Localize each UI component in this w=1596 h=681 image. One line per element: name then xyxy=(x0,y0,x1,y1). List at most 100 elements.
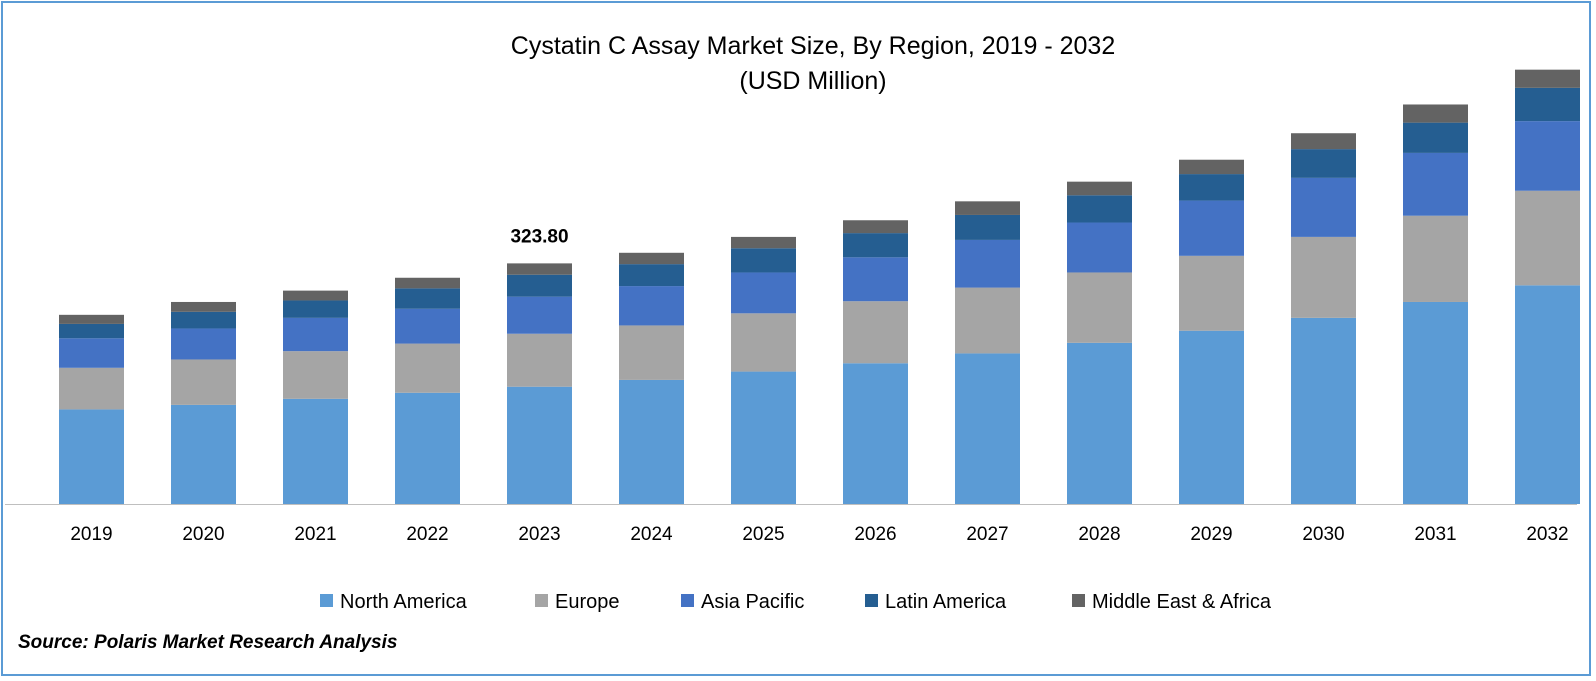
x-axis: 2019 2020 2021 2022 2023 2024 2025 2026 2027 2028… xyxy=(5,504,1577,545)
bar-2020-asia-pacific xyxy=(171,328,236,360)
x-tick-label-2027: 2027 xyxy=(966,524,1008,545)
bar-2023-asia-pacific xyxy=(507,296,572,334)
bar-2022-middle-east-africa xyxy=(395,277,460,289)
bar-2024-latin-america xyxy=(619,264,684,287)
legend-label-asia-pacific: Asia Pacific xyxy=(701,591,804,613)
chart-subtitle: (USD Million) xyxy=(739,67,886,95)
bar-2027-europe xyxy=(955,287,1020,354)
bar-2026-latin-america xyxy=(843,233,908,258)
x-tick-label-2024: 2024 xyxy=(630,524,673,545)
bar-2020-middle-east-africa xyxy=(171,301,236,312)
bar-2023-north-america xyxy=(507,386,572,504)
x-tick-label-2025: 2025 xyxy=(742,524,784,545)
data-labels-group: 323.80 xyxy=(510,226,568,247)
legend-label-north-america: North America xyxy=(340,591,468,613)
bar-2030-asia-pacific xyxy=(1291,177,1356,237)
bar-2019-middle-east-africa xyxy=(59,314,124,324)
bar-2020-north-america xyxy=(171,404,236,504)
x-tick-label-2019: 2019 xyxy=(70,524,112,545)
bar-2030-europe xyxy=(1291,236,1356,318)
x-tick-label-2020: 2020 xyxy=(182,524,224,545)
bar-2022-latin-america xyxy=(395,288,460,309)
legend-swatch-europe xyxy=(535,594,548,607)
legend-item-europe: Europe xyxy=(535,591,620,613)
bar-2032-europe xyxy=(1515,190,1580,286)
bar-2023-europe xyxy=(507,333,572,387)
bar-2027-middle-east-africa xyxy=(955,201,1020,215)
bar-2023-middle-east-africa xyxy=(507,263,572,275)
bar-2028-middle-east-africa xyxy=(1067,181,1132,196)
bar-2024-north-america xyxy=(619,379,684,504)
bar-2019-asia-pacific xyxy=(59,338,124,368)
bar-2024-asia-pacific xyxy=(619,286,684,326)
bar-2028-north-america xyxy=(1067,342,1132,504)
bar-2026-europe xyxy=(843,301,908,364)
bar-2020-europe xyxy=(171,359,236,405)
legend-swatch-latin-america xyxy=(865,594,878,607)
bar-2027-asia-pacific xyxy=(955,239,1020,288)
legend-item-latin-america: Latin America xyxy=(865,591,1007,613)
x-tick-label-2031: 2031 xyxy=(1414,524,1456,545)
bar-2025-asia-pacific xyxy=(731,272,796,314)
legend-label-europe: Europe xyxy=(555,591,620,613)
x-tick-label-2021: 2021 xyxy=(294,524,336,545)
bar-2025-latin-america xyxy=(731,248,796,273)
bar-2032-latin-america xyxy=(1515,87,1580,122)
bar-2028-latin-america xyxy=(1067,195,1132,223)
bar-2025-north-america xyxy=(731,371,796,504)
bar-2030-middle-east-africa xyxy=(1291,133,1356,150)
x-tick-label-2026: 2026 xyxy=(854,524,896,545)
legend-swatch-north-america xyxy=(320,594,333,607)
bar-2028-europe xyxy=(1067,272,1132,343)
bar-2025-middle-east-africa xyxy=(731,236,796,249)
bar-2019-north-america xyxy=(59,409,124,504)
x-tick-label-2023: 2023 xyxy=(518,524,560,545)
bar-2032-asia-pacific xyxy=(1515,121,1580,191)
legend-item-middle-east-africa: Middle East & Africa xyxy=(1072,591,1272,613)
x-tick-label-2029: 2029 xyxy=(1190,524,1232,545)
data-label-2023: 323.80 xyxy=(510,226,568,247)
legend-label-middle-east-africa: Middle East & Africa xyxy=(1092,591,1272,613)
bars-group xyxy=(59,69,1580,504)
bar-2021-middle-east-africa xyxy=(283,290,348,301)
bar-2027-north-america xyxy=(955,353,1020,504)
bar-2031-north-america xyxy=(1403,301,1468,504)
bar-2021-latin-america xyxy=(283,300,348,318)
chart-title: Cystatin C Assay Market Size, By Region,… xyxy=(511,32,1115,60)
bar-2024-europe xyxy=(619,325,684,380)
bar-2029-europe xyxy=(1179,255,1244,331)
bar-2031-latin-america xyxy=(1403,122,1468,153)
bar-2026-north-america xyxy=(843,363,908,504)
bar-2029-latin-america xyxy=(1179,174,1244,201)
bar-2020-latin-america xyxy=(171,311,236,329)
x-tick-label-2028: 2028 xyxy=(1078,524,1120,545)
bar-2021-asia-pacific xyxy=(283,317,348,352)
bar-2026-asia-pacific xyxy=(843,257,908,302)
bar-2029-north-america xyxy=(1179,330,1244,504)
source-note: Source: Polaris Market Research Analysis xyxy=(18,632,398,653)
bar-2031-asia-pacific xyxy=(1403,152,1468,216)
bar-2021-north-america xyxy=(283,398,348,504)
bar-2029-middle-east-africa xyxy=(1179,159,1244,175)
legend-swatch-asia-pacific xyxy=(681,594,694,607)
legend: North America Europe Asia Pacific Latin Ame… xyxy=(320,591,1272,613)
legend-item-north-america: North America xyxy=(320,591,468,613)
bar-2032-north-america xyxy=(1515,285,1580,504)
bar-2030-latin-america xyxy=(1291,149,1356,178)
x-tick-label-2022: 2022 xyxy=(406,524,448,545)
bar-2019-europe xyxy=(59,367,124,410)
legend-item-asia-pacific: Asia Pacific xyxy=(681,591,804,613)
bar-2025-europe xyxy=(731,313,796,372)
legend-label-latin-america: Latin America xyxy=(885,591,1007,613)
bar-2031-europe xyxy=(1403,215,1468,302)
bar-2032-middle-east-africa xyxy=(1515,69,1580,88)
legend-swatch-middle-east-africa xyxy=(1072,594,1085,607)
bar-2024-middle-east-africa xyxy=(619,252,684,265)
bar-2021-europe xyxy=(283,351,348,399)
bar-2019-latin-america xyxy=(59,323,124,339)
x-tick-label-2030: 2030 xyxy=(1302,524,1344,545)
bar-2029-asia-pacific xyxy=(1179,200,1244,256)
bar-2030-north-america xyxy=(1291,317,1356,504)
bar-2022-asia-pacific xyxy=(395,308,460,344)
